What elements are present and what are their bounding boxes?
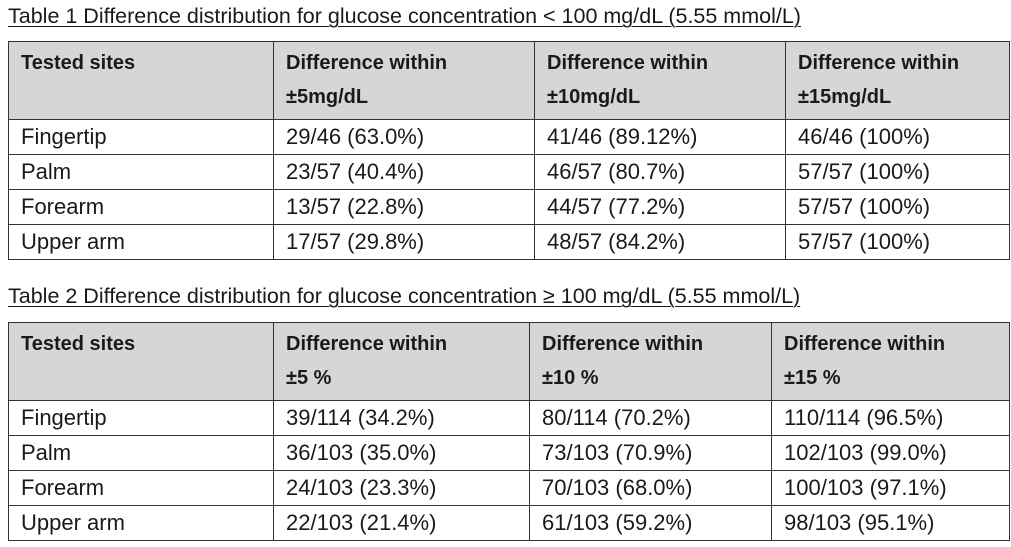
header-cell: Difference within ±10mg/dL (534, 41, 786, 120)
cell: 23/57 (40.4%) (273, 154, 535, 190)
cell: 100/103 (97.1%) (771, 470, 1010, 506)
header-cell: Difference within ±15 % (771, 322, 1010, 401)
cell: 70/103 (68.0%) (529, 470, 772, 506)
row: Fingertip 29/46 (63.0%) 41/46 (89.12%) 46/4… (8, 119, 1010, 155)
header-cell: Difference within ±5 % (273, 322, 530, 401)
cell: Forearm (8, 189, 274, 225)
cell: 29/46 (63.0%) (273, 119, 535, 155)
cell: 57/57 (100%) (785, 224, 1010, 260)
header-text: ±15 % (784, 367, 841, 389)
header-cell: Tested sites (8, 41, 274, 120)
header-text: Difference within (286, 333, 448, 355)
row: Palm 23/57 (40.4%) 46/57 (80.7%) 57/57 (100… (8, 154, 1010, 190)
header-text: Difference within (286, 52, 448, 74)
header-text: Difference within (542, 333, 704, 355)
header-cell: Difference within ±10 % (529, 322, 772, 401)
cell: Fingertip (8, 400, 274, 436)
cell: 48/57 (84.2%) (534, 224, 786, 260)
row: Fingertip 39/114 (34.2%) 80/114 (70.2%) 110… (8, 400, 1010, 436)
header-text: Difference within (798, 52, 960, 74)
cell: Upper arm (8, 505, 274, 541)
row: Upper arm 17/57 (29.8%) 48/57 (84.2%) 57/57… (8, 224, 1010, 260)
table-title: Table 2 Difference distribution for gluc… (8, 284, 801, 308)
cell: 13/57 (22.8%) (273, 189, 535, 225)
header-text: Tested sites (21, 333, 136, 355)
cell: 57/57 (100%) (785, 189, 1010, 225)
header-text: ±5 % (286, 367, 332, 389)
header-text: ±10 % (542, 367, 599, 389)
header-text: ±10mg/dL (547, 86, 641, 108)
cell: Palm (8, 435, 274, 471)
cell: Fingertip (8, 119, 274, 155)
cell: 44/57 (77.2%) (534, 189, 786, 225)
cell: 46/57 (80.7%) (534, 154, 786, 190)
row: Upper arm 22/103 (21.4%) 61/103 (59.2%) 98/… (8, 505, 1010, 541)
table: Tested sites Difference within ±5 % Differe… (8, 322, 1010, 541)
cell: Upper arm (8, 224, 274, 260)
cell: 46/46 (100%) (785, 119, 1010, 155)
header-cell: Tested sites (8, 322, 274, 401)
cell: 110/114 (96.5%) (771, 400, 1010, 436)
cell: 57/57 (100%) (785, 154, 1010, 190)
cell: 73/103 (70.9%) (529, 435, 772, 471)
header-text: Tested sites (21, 52, 136, 74)
table-title: Table 1 Difference distribution for gluc… (8, 4, 801, 28)
header-text: ±5mg/dL (286, 86, 369, 108)
cell: 98/103 (95.1%) (771, 505, 1010, 541)
cell: 17/57 (29.8%) (273, 224, 535, 260)
cell: 61/103 (59.2%) (529, 505, 772, 541)
row: Palm 36/103 (35.0%) 73/103 (70.9%) 102/103 … (8, 435, 1010, 471)
header-cell: Difference within ±5mg/dL (273, 41, 535, 120)
header-cell: Difference within ±15mg/dL (785, 41, 1010, 120)
cell: 36/103 (35.0%) (273, 435, 530, 471)
table: Tested sites Difference within ±5mg/dL Diff… (8, 41, 1010, 260)
header-text: Difference within (547, 52, 709, 74)
header-row: Tested sites Difference within ±5mg/dL Diff… (8, 41, 1010, 120)
header-text: ±15mg/dL (798, 86, 892, 108)
cell: 80/114 (70.2%) (529, 400, 772, 436)
cell: 41/46 (89.12%) (534, 119, 786, 155)
cell: Forearm (8, 470, 274, 506)
header-row: Tested sites Difference within ±5 % Differe… (8, 322, 1010, 401)
header-text: Difference within (784, 333, 946, 355)
cell: 102/103 (99.0%) (771, 435, 1010, 471)
cell: 24/103 (23.3%) (273, 470, 530, 506)
cell: 39/114 (34.2%) (273, 400, 530, 436)
row: Forearm 24/103 (23.3%) 70/103 (68.0%) 100/1… (8, 470, 1010, 506)
row: Forearm 13/57 (22.8%) 44/57 (77.2%) 57/57 (… (8, 189, 1010, 225)
cell: Palm (8, 154, 274, 190)
cell: 22/103 (21.4%) (273, 505, 530, 541)
